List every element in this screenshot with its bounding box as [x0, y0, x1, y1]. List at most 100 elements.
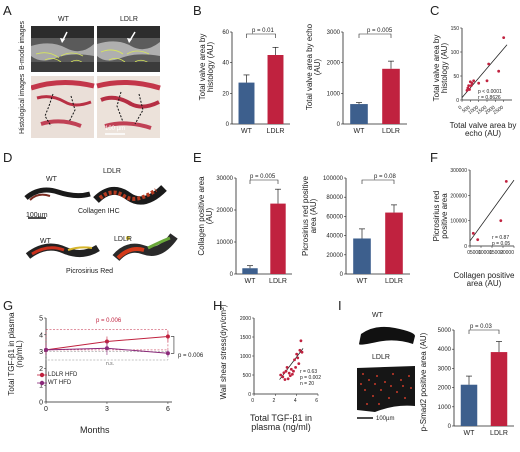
fit-line	[469, 179, 515, 242]
panel-g-legend-ldlr: LDLR HFD	[48, 372, 78, 378]
panel-i-ylabel: p-Smad2 positive area (AU)	[419, 332, 428, 432]
psmad2-wt-image	[359, 326, 415, 345]
y-tick-label: 60	[222, 30, 229, 36]
x-tick-label: LDLR	[269, 278, 287, 285]
panel-c-xlabel: Total valve area by echo (AU)	[449, 121, 517, 138]
panel-g-p-top: p = 0.006	[96, 318, 122, 324]
data-point	[469, 84, 473, 87]
x-tick-label: 0	[251, 398, 254, 404]
y-tick-label: 300000	[450, 168, 467, 174]
data-point	[298, 348, 302, 352]
bar-wt	[353, 238, 371, 274]
y-tick-label: 1000	[327, 91, 341, 97]
panel-g-ns: n.s.	[106, 361, 115, 367]
y-tick-label: 3000	[438, 366, 452, 372]
bar-wt	[350, 104, 368, 124]
panel-e1-p-value: p = 0.005	[250, 174, 276, 180]
y-tick-label: 2000	[240, 316, 251, 322]
x-tick-label: LDLR	[490, 430, 508, 437]
x-tick-label: 15000	[489, 250, 503, 256]
panel-h-stat-n: n = 20	[300, 381, 315, 387]
y-tick-label: 0	[226, 122, 230, 128]
significance-bracket	[358, 33, 392, 38]
panel-label-g: G	[3, 298, 14, 313]
panel-label-f: F	[430, 150, 438, 165]
y-tick-label: 1000	[240, 354, 251, 360]
panel-h-xlabel: Total TGF-β1 in plasma (ng/ml)	[249, 413, 313, 432]
y-tick-label: 100000	[450, 219, 467, 225]
histology-wt-image	[31, 76, 95, 138]
panel-d-wt2-label: WT	[40, 238, 51, 245]
data-point	[470, 81, 474, 85]
x-tick-label: 0	[44, 406, 48, 413]
panel-i-images	[357, 326, 415, 419]
right-bracket	[170, 336, 175, 354]
panel-a-wt-label: WT	[58, 16, 69, 23]
y-tick-label: 10000	[216, 240, 233, 246]
data-point	[487, 62, 491, 66]
data-point	[467, 84, 471, 87]
data-point	[279, 373, 283, 377]
data-point	[104, 346, 109, 351]
x-tick-label: WT	[354, 128, 366, 135]
data-point	[497, 69, 501, 73]
picrosirius-wt-image	[25, 243, 100, 259]
x-tick-label: 2	[273, 398, 276, 404]
significance-bracket	[246, 33, 276, 38]
y-tick-label: 20000	[326, 253, 343, 259]
collagen-ihc-wt-image	[24, 187, 91, 201]
y-tick-label: 3000	[327, 30, 341, 36]
panel-g-ylabel: Total TGF-β1 in plasma (ng/mL)	[7, 312, 25, 396]
panel-e2-chart: 0 20000 40000 60000 80000 100000 WT LDLR	[323, 176, 410, 285]
data-point	[465, 89, 469, 92]
y-tick-label: 3	[39, 349, 43, 356]
significance-bracket	[468, 329, 500, 334]
panel-label-c: C	[430, 3, 440, 18]
y-tick-label: 5000	[438, 328, 452, 334]
y-tick-label: 40000	[326, 234, 343, 240]
x-tick-label: 2000	[484, 105, 497, 116]
bar-wt	[242, 268, 258, 274]
panel-d-images	[24, 185, 178, 262]
x-tick-label: WT	[464, 430, 476, 437]
y-tick-label: 2	[39, 366, 43, 373]
x-tick-label: 0	[467, 250, 470, 256]
x-tick-label: WT	[245, 278, 257, 285]
x-tick-label: 10000	[478, 250, 492, 256]
y-tick-label: 5	[39, 316, 43, 323]
y-tick-label: 4000	[438, 347, 452, 353]
bar-wt	[238, 82, 255, 124]
bar-ldlr	[490, 352, 508, 426]
panel-label-d: D	[3, 150, 13, 165]
data-point	[286, 377, 290, 381]
y-tick-label: 200000	[450, 193, 467, 199]
y-tick-label: 30000	[216, 176, 233, 182]
panel-g-xlabel: Months	[80, 425, 110, 435]
y-tick-label: 1000	[438, 405, 452, 411]
x-tick-label: 6	[315, 398, 318, 404]
panel-b2-chart: 0 1000 2000 3000 WT LDLR	[327, 30, 407, 135]
data-point	[293, 358, 296, 362]
panel-a-row1-label: B-mode images	[19, 20, 26, 70]
panel-a-scale-label: 100 µm	[105, 126, 126, 132]
data-point	[281, 375, 285, 379]
panel-label-a: A	[3, 3, 12, 18]
x-tick-label: 4	[294, 398, 297, 404]
data-point	[485, 79, 489, 83]
panel-d-ldlr2-label: LDLR	[114, 236, 132, 243]
bar-ldlr	[267, 55, 284, 124]
data-point	[477, 81, 481, 85]
panel-e1-chart: 0 10000 20000 30000 WT LDLR	[216, 176, 292, 285]
data-point	[471, 231, 475, 235]
panel-g-legend-wt: WT HFD	[48, 380, 72, 386]
x-tick-label: 6	[166, 406, 170, 413]
data-point	[291, 372, 294, 376]
x-tick-label: 1500	[476, 105, 489, 116]
panel-e2-p-value: p = 0.08	[374, 174, 396, 180]
data-point	[104, 339, 109, 344]
data-point	[300, 350, 304, 354]
panel-i-chart: 0 1000 2000 3000 4000 5000 WT LDLR	[438, 328, 514, 437]
y-tick-label: 100000	[323, 176, 344, 182]
y-tick-label: 0	[230, 272, 234, 278]
